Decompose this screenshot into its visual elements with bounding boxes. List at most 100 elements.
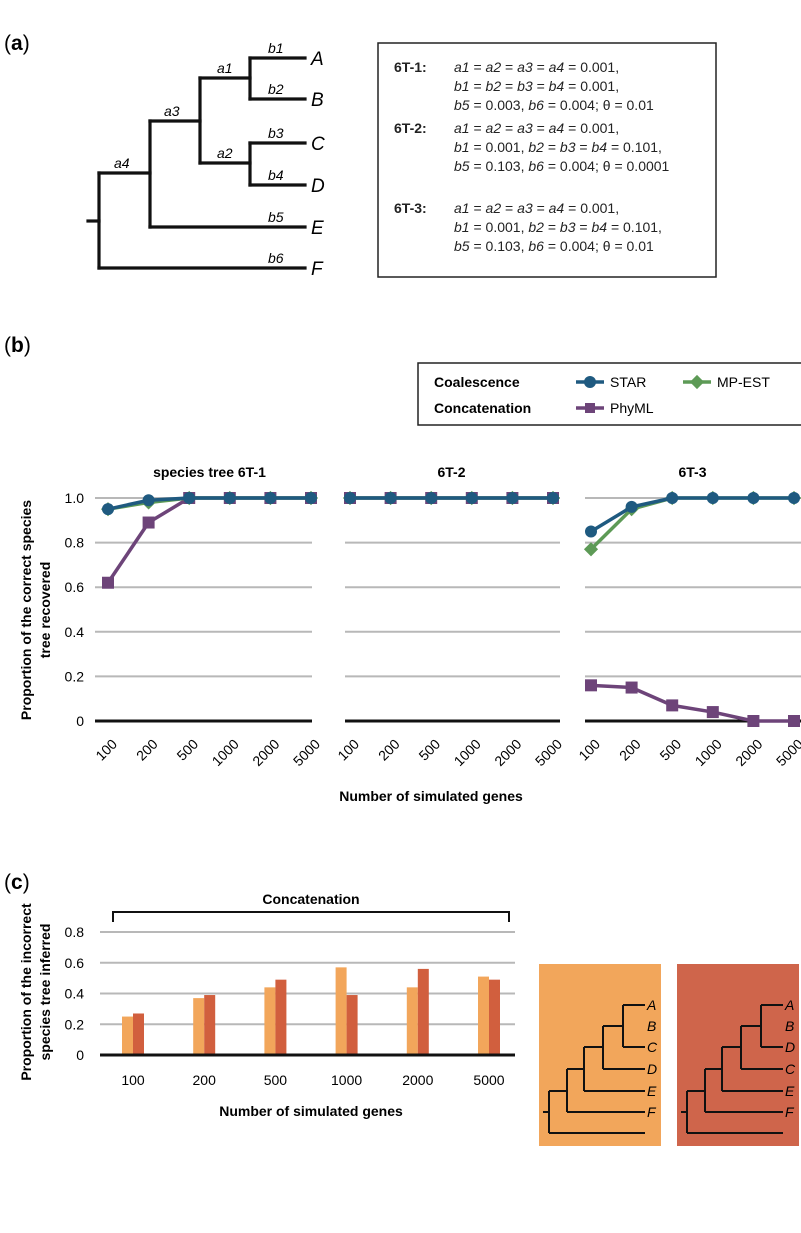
- bar: [193, 998, 205, 1055]
- chart-title: species tree 6T-1: [153, 464, 266, 480]
- inset-tree-dark-taxa: A B D C E F: [784, 997, 796, 1120]
- inset-taxon: F: [785, 1104, 795, 1120]
- inset-tree-dark-bg: [677, 964, 799, 1146]
- data-point-star: [142, 494, 155, 507]
- bracket-label: Concatenation: [262, 891, 359, 907]
- x-tick-label: 1000: [692, 736, 725, 769]
- panel-c-label: (c): [4, 871, 30, 894]
- param-line: a1 = a2 = a3 = a4 = 0.001,: [454, 59, 619, 75]
- legend-star: STAR: [576, 374, 646, 390]
- params-box: [377, 42, 717, 278]
- x-tick-label: 2000: [402, 1072, 433, 1088]
- taxon-label: C: [311, 134, 325, 155]
- legend-mpest-label: MP-EST: [717, 374, 770, 390]
- data-point-star: [425, 492, 438, 504]
- inset-taxon: A: [784, 997, 794, 1013]
- inset-taxon: D: [785, 1039, 795, 1055]
- data-point-phyml: [706, 706, 719, 719]
- y-tick-label: 0.2: [65, 668, 85, 684]
- legend-box: [417, 362, 801, 426]
- x-tick-label: 100: [121, 1072, 145, 1088]
- y-tick-label: 0.6: [65, 579, 85, 595]
- x-tick-label: 2000: [732, 736, 765, 769]
- branch-labels: a1 a2 a3 a4 b1 b2 b3 b4 b5 b6: [114, 40, 284, 266]
- data-point-star: [344, 492, 356, 504]
- legend-mpest: MP-EST: [683, 374, 770, 390]
- y-tick-label: 0.2: [65, 1016, 85, 1032]
- inset-tree-light-taxa: A B C D E F: [646, 997, 658, 1120]
- branch-label: b4: [268, 167, 284, 183]
- data-point-phyml: [666, 699, 679, 712]
- param-line: a1 = a2 = a3 = a4 = 0.001,: [454, 200, 619, 216]
- param-set-id: 6T-3:: [394, 200, 427, 216]
- branch-label: b3: [268, 125, 284, 141]
- legend-mpest-marker: [689, 374, 705, 390]
- legend-star-marker: [584, 376, 596, 388]
- data-point-phyml: [102, 576, 114, 589]
- parameter-list: 6T-1: a1 = a2 = a3 = a4 = 0.001, b1 = b2 =…: [394, 59, 670, 254]
- y-tick-label: 0: [76, 713, 84, 729]
- data-point-star: [305, 492, 317, 504]
- y-tick-label: 1.0: [65, 490, 85, 506]
- inset-taxon: F: [647, 1104, 657, 1120]
- y-tick-label: 0: [76, 1047, 84, 1063]
- inset-taxon: B: [647, 1018, 656, 1034]
- y-tick-label: 0.6: [65, 955, 85, 971]
- species-tree-diagram: [86, 56, 307, 270]
- inset-taxon: D: [647, 1061, 657, 1077]
- panel-a-label: (a): [4, 32, 30, 55]
- x-tick-label: 1000: [451, 736, 484, 769]
- data-point-star: [102, 503, 114, 516]
- y-axis-label: Proportion of the incorrect species tree …: [18, 903, 53, 1081]
- branch-label: b6: [268, 250, 284, 266]
- chart-title: 6T-3: [678, 464, 706, 480]
- data-point-star: [547, 492, 559, 504]
- x-tick-label: 5000: [773, 736, 801, 769]
- x-axis-label: Number of simulated genes: [219, 1103, 403, 1119]
- y-axis-label: Proportion of the correct species tree re…: [18, 500, 53, 720]
- x-tick-label: 100: [575, 736, 603, 764]
- bar: [406, 987, 418, 1055]
- data-point-star: [384, 492, 397, 504]
- y-tick-label: 0.8: [65, 924, 85, 940]
- x-tick-label: 1000: [209, 736, 242, 769]
- data-point-phyml: [747, 715, 760, 727]
- taxon-label: D: [311, 176, 325, 197]
- branch-label: b5: [268, 209, 284, 225]
- param-line: b1 = 0.001, b2 = b3 = b4 = 0.101,: [454, 139, 662, 155]
- inset-taxon: A: [646, 997, 656, 1013]
- taxon-label: F: [311, 259, 324, 280]
- legend: Coalescence Concatenation STAR MP-EST Ph…: [417, 362, 801, 426]
- x-tick-label: 5000: [473, 1072, 504, 1088]
- x-tick-label: 200: [616, 736, 644, 764]
- series-line-phyml: [106, 496, 311, 584]
- branch-label: a1: [217, 60, 233, 76]
- bar: [478, 976, 489, 1055]
- data-point-phyml: [585, 679, 597, 692]
- panel-c: (c) Concatenation Proportion of the inco…: [4, 871, 799, 1146]
- series-line-mp-est: [589, 496, 794, 551]
- legend-phyml-label: PhyML: [610, 400, 654, 416]
- inset-taxon: C: [785, 1061, 796, 1077]
- series-line-phyml: [590, 683, 794, 723]
- bar: [264, 987, 276, 1055]
- x-tick-label: 200: [193, 1072, 217, 1088]
- inset-tree-dark: A B D C E F: [677, 964, 799, 1146]
- data-point-phyml: [788, 715, 800, 727]
- bar: [489, 979, 500, 1055]
- param-line: b1 = b2 = b3 = b4 = 0.001,: [454, 78, 619, 94]
- inset-tree-light-bg: [539, 964, 661, 1146]
- bracket-line: [112, 911, 510, 922]
- y-tick-label: 0.4: [65, 986, 85, 1002]
- data-point-phyml: [142, 516, 155, 529]
- panel-b: (b) Coalescence Concatenation STAR MP-ES…: [4, 334, 801, 804]
- branch-label: a3: [164, 103, 180, 119]
- bar: [346, 995, 358, 1055]
- param-line: b5 = 0.003, b6 = 0.004; θ = 0.01: [454, 97, 654, 113]
- y-tick-label: 0.4: [65, 624, 85, 640]
- data-point-star: [585, 525, 597, 538]
- data-point-star: [264, 492, 277, 504]
- x-tick-label: 100: [92, 736, 120, 764]
- data-point-phyml: [625, 681, 638, 694]
